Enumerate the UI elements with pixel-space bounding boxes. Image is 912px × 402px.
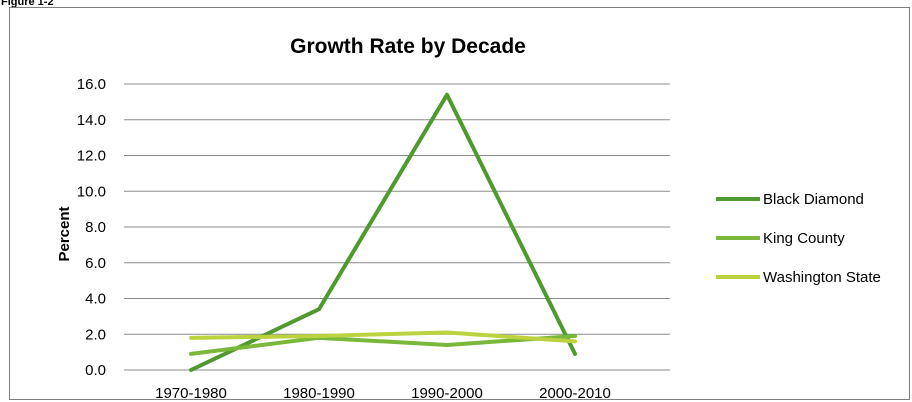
- series-line-0: [189, 92, 577, 372]
- gridlines: [124, 83, 670, 371]
- line-chart: Growth Rate by Decade 0.0 2.0 4.0 6.0 8.0 10.…: [56, 35, 881, 400]
- x-tick-label: 1970-1980: [155, 385, 227, 400]
- y-axis-label: Percent: [56, 206, 73, 261]
- chart-title: Growth Rate by Decade: [290, 35, 526, 58]
- y-tick-label: 10.0: [77, 183, 106, 200]
- y-tick-label: 12.0: [77, 148, 106, 165]
- x-tick-label: 1990-2000: [411, 385, 483, 400]
- legend-label: King County: [763, 230, 845, 247]
- y-tick-label: 8.0: [85, 219, 106, 236]
- y-tick-label: 14.0: [77, 112, 106, 129]
- chart-frame: Growth Rate by Decade 0.0 2.0 4.0 6.0 8.0 10.…: [9, 7, 910, 400]
- x-tick-label: 2000-2010: [539, 385, 611, 400]
- legend-label: Washington State: [763, 269, 881, 286]
- x-tick-label: 1980-1990: [283, 385, 355, 400]
- y-tick-label: 4.0: [85, 291, 106, 308]
- figure-label: Figure 1-2: [1, 0, 54, 8]
- legend-label: Black Diamond: [763, 191, 864, 208]
- y-tick-label: 6.0: [85, 255, 106, 272]
- y-axis-ticks: 0.0 2.0 4.0 6.0 8.0 10.0 12.0 14.0 16.0: [77, 76, 106, 379]
- x-axis-ticks: 1970-1980 1980-1990 1990-2000 2000-2010: [155, 385, 611, 400]
- y-tick-label: 16.0: [77, 76, 106, 93]
- y-tick-label: 2.0: [85, 326, 106, 343]
- series-line-1: [189, 334, 577, 356]
- series-line-2: [189, 330, 577, 344]
- series-lines: [189, 92, 577, 372]
- y-tick-label: 0.0: [85, 362, 106, 379]
- legend: Black Diamond King County Washington State: [716, 191, 881, 286]
